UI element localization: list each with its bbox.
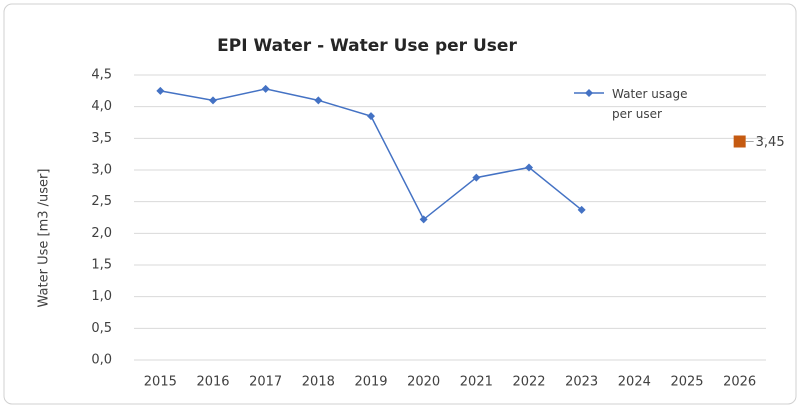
point-marker [261, 84, 270, 93]
point-marker [156, 86, 165, 95]
y-tick-label: 4,5 [91, 68, 112, 83]
y-tick-label: 1,5 [91, 258, 112, 273]
point-marker [209, 96, 217, 105]
x-tick-label: 2016 [196, 375, 229, 390]
y-tick-label: 1,0 [91, 289, 112, 304]
x-tick-label: 2017 [249, 375, 282, 390]
x-tick-label: 2019 [354, 375, 387, 390]
point-marker [419, 215, 428, 224]
chart-title: EPI Water - Water Use per User [217, 36, 517, 56]
legend-label: Water usage per user [612, 87, 688, 121]
x-tick-label: 2023 [565, 375, 598, 390]
point-marker [525, 163, 533, 172]
point-marker [577, 205, 586, 214]
chart-frame [3, 3, 797, 405]
x-tick-label: 2024 [618, 375, 651, 390]
point-marker [472, 173, 481, 182]
point-marker [733, 135, 746, 148]
y-tick-label: 2,5 [91, 194, 112, 209]
x-tick-label: 2015 [144, 375, 177, 390]
x-tick-label: 2020 [407, 375, 440, 390]
x-tick-label: 2022 [512, 375, 545, 390]
y-tick-label: 0,5 [91, 321, 112, 336]
legend-marker [585, 89, 593, 97]
x-tick-label: 2021 [460, 375, 493, 390]
data-label: 3,45 [756, 135, 785, 150]
y-tick-label: 2,0 [91, 226, 112, 241]
y-tick-label: 4,0 [91, 99, 112, 114]
x-tick-label: 2018 [302, 375, 335, 390]
x-tick-label: 2026 [723, 375, 756, 390]
point-marker [314, 96, 323, 105]
x-tick-label: 2025 [670, 375, 703, 390]
y-tick-label: 3,5 [91, 131, 112, 146]
y-tick-label: 0,0 [91, 353, 112, 368]
y-tick-label: 3,0 [91, 163, 112, 178]
point-marker [367, 112, 375, 121]
y-axis-title: Water Use [m3 /user] [37, 169, 52, 308]
